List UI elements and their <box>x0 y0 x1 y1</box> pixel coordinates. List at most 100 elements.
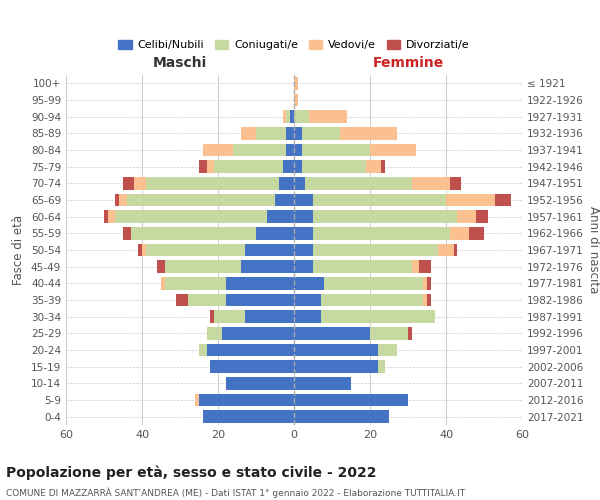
Bar <box>199 160 206 173</box>
Bar <box>309 110 347 123</box>
Bar <box>340 127 397 140</box>
Bar <box>286 110 290 123</box>
Y-axis label: Anni di nascita: Anni di nascita <box>587 206 600 294</box>
Bar <box>294 77 298 90</box>
Bar <box>131 227 256 239</box>
Bar <box>157 260 165 273</box>
Bar <box>294 394 408 406</box>
Y-axis label: Fasce di età: Fasce di età <box>13 215 25 285</box>
Bar <box>206 327 222 340</box>
Bar <box>294 294 320 306</box>
Bar <box>294 410 389 423</box>
Bar <box>294 244 313 256</box>
Bar <box>245 244 294 256</box>
Bar <box>313 210 457 223</box>
Bar <box>233 144 286 156</box>
Bar <box>370 144 416 156</box>
Bar <box>305 177 412 190</box>
Bar <box>294 360 377 373</box>
Text: Femmine: Femmine <box>373 56 443 70</box>
Bar <box>427 277 431 289</box>
Bar <box>127 194 275 206</box>
Legend: Celibi/Nubili, Coniugati/e, Vedovi/e, Divorziati/e: Celibi/Nubili, Coniugati/e, Vedovi/e, Di… <box>114 35 474 54</box>
Bar <box>161 277 165 289</box>
Bar <box>119 194 127 206</box>
Bar <box>256 227 294 239</box>
Bar <box>275 194 294 206</box>
Bar <box>294 110 309 123</box>
Bar <box>222 327 294 340</box>
Bar <box>469 227 484 239</box>
Bar <box>290 110 294 123</box>
Bar <box>188 294 226 306</box>
Bar <box>203 144 233 156</box>
Bar <box>199 394 294 406</box>
Bar <box>313 227 450 239</box>
Bar <box>454 244 457 256</box>
Bar <box>496 194 511 206</box>
Bar <box>377 360 385 373</box>
Bar <box>214 160 283 173</box>
Bar <box>294 210 313 223</box>
Bar <box>457 210 476 223</box>
Bar <box>302 127 340 140</box>
Text: COMUNE DI MAZZARRÀ SANT'ANDREA (ME) - Dati ISTAT 1° gennaio 2022 - Elaborazione : COMUNE DI MAZZARRÀ SANT'ANDREA (ME) - Da… <box>6 488 465 498</box>
Bar <box>294 177 305 190</box>
Bar <box>146 177 279 190</box>
Bar <box>138 244 142 256</box>
Bar <box>294 327 370 340</box>
Bar <box>302 144 370 156</box>
Bar <box>427 294 431 306</box>
Bar <box>412 177 450 190</box>
Bar <box>320 310 434 323</box>
Bar <box>382 160 385 173</box>
Bar <box>294 94 298 106</box>
Bar <box>294 377 351 390</box>
Bar <box>226 277 294 289</box>
Bar <box>302 160 366 173</box>
Bar <box>320 294 423 306</box>
Bar <box>294 194 313 206</box>
Bar <box>294 144 302 156</box>
Bar <box>294 344 377 356</box>
Bar <box>165 260 241 273</box>
Bar <box>325 277 423 289</box>
Bar <box>366 160 382 173</box>
Bar <box>199 344 206 356</box>
Bar <box>146 244 245 256</box>
Bar <box>283 110 286 123</box>
Bar <box>377 344 397 356</box>
Text: Popolazione per età, sesso e stato civile - 2022: Popolazione per età, sesso e stato civil… <box>6 465 377 479</box>
Bar <box>142 244 146 256</box>
Bar <box>176 294 188 306</box>
Bar <box>134 177 146 190</box>
Bar <box>226 377 294 390</box>
Bar <box>313 260 412 273</box>
Bar <box>450 227 469 239</box>
Bar <box>286 127 294 140</box>
Bar <box>439 244 454 256</box>
Bar <box>294 260 313 273</box>
Bar <box>214 310 245 323</box>
Bar <box>241 127 256 140</box>
Bar <box>283 160 294 173</box>
Bar <box>123 227 131 239</box>
Bar <box>123 177 134 190</box>
Bar <box>412 260 419 273</box>
Bar <box>370 327 408 340</box>
Bar <box>203 410 294 423</box>
Bar <box>206 344 294 356</box>
Bar <box>446 194 496 206</box>
Bar <box>476 210 488 223</box>
Bar <box>286 144 294 156</box>
Bar <box>423 294 427 306</box>
Bar <box>294 160 302 173</box>
Bar <box>313 244 439 256</box>
Bar <box>268 210 294 223</box>
Bar <box>206 160 214 173</box>
Bar <box>419 260 431 273</box>
Bar <box>115 194 119 206</box>
Bar <box>279 177 294 190</box>
Bar <box>226 294 294 306</box>
Bar <box>450 177 461 190</box>
